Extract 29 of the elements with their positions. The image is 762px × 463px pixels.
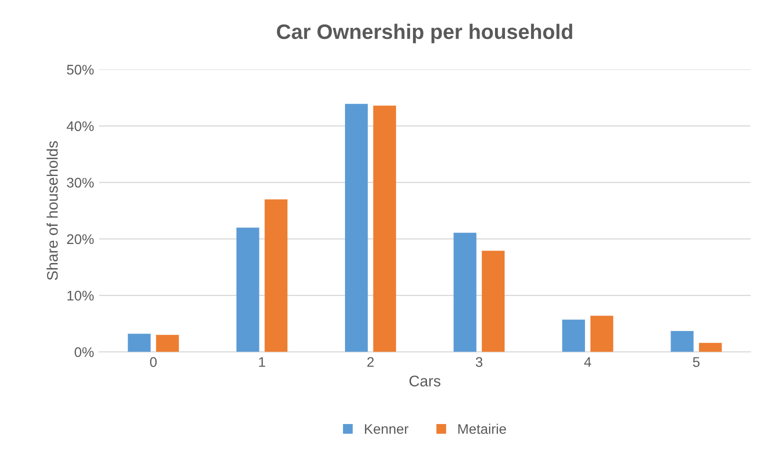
- y-tick-label: 40%: [66, 121, 94, 132]
- x-tick-label: 1: [259, 357, 266, 367]
- bar: [454, 232, 476, 352]
- x-tick-label: 3: [476, 357, 482, 367]
- bar: [236, 228, 260, 352]
- bar: [698, 342, 722, 352]
- bar: [590, 316, 614, 352]
- bar: [345, 104, 368, 352]
- y-tick-label: 30%: [66, 178, 94, 188]
- x-tick-label: 2: [367, 357, 374, 367]
- legend-label: Kenner: [364, 424, 408, 434]
- x-tick-label: 4: [584, 357, 592, 367]
- bar: [670, 330, 694, 352]
- bar: [562, 320, 585, 352]
- y-tick-label: 0%: [74, 347, 94, 358]
- legend-label: Metairie: [458, 424, 506, 434]
- x-tick-label: 0: [150, 357, 157, 367]
- bar: [128, 334, 151, 352]
- bar: [482, 250, 505, 352]
- bar: [264, 199, 288, 352]
- chart-title: Car Ownership per household: [276, 24, 572, 44]
- bar: [373, 106, 396, 352]
- y-tick-label: 10%: [67, 290, 94, 301]
- y-tick-label: 20%: [67, 234, 94, 244]
- bar: [156, 334, 179, 352]
- y-axis-title: Share of households: [46, 141, 58, 280]
- x-tick-label: 5: [692, 357, 700, 367]
- y-tick-label: 50%: [66, 64, 94, 75]
- x-axis-title: Cars: [409, 376, 440, 386]
